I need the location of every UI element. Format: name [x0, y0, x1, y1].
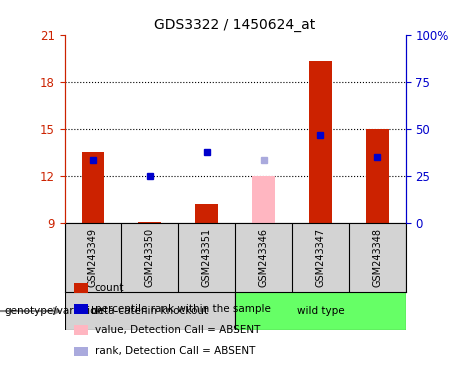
Text: percentile rank within the sample: percentile rank within the sample — [95, 304, 271, 314]
Text: GSM243351: GSM243351 — [201, 228, 212, 287]
Text: GSM243348: GSM243348 — [372, 228, 382, 287]
Bar — [366, 129, 389, 223]
Text: beta-catenin knockout: beta-catenin knockout — [91, 306, 208, 316]
Text: GSM243349: GSM243349 — [88, 228, 98, 287]
Text: value, Detection Call = ABSENT: value, Detection Call = ABSENT — [95, 325, 260, 335]
Bar — [252, 176, 275, 223]
Text: GSM243350: GSM243350 — [145, 228, 155, 287]
Text: count: count — [95, 283, 124, 293]
Text: GSM243346: GSM243346 — [259, 228, 269, 287]
Title: GDS3322 / 1450624_at: GDS3322 / 1450624_at — [154, 18, 316, 32]
Text: GSM243347: GSM243347 — [315, 228, 325, 287]
Bar — [138, 222, 161, 223]
Text: genotype/variation: genotype/variation — [5, 306, 104, 316]
Bar — [195, 204, 218, 223]
Bar — [82, 152, 104, 223]
Bar — [235, 292, 406, 330]
Text: wild type: wild type — [296, 306, 344, 316]
Text: rank, Detection Call = ABSENT: rank, Detection Call = ABSENT — [95, 346, 255, 356]
Bar — [65, 292, 235, 330]
Bar — [309, 61, 332, 223]
